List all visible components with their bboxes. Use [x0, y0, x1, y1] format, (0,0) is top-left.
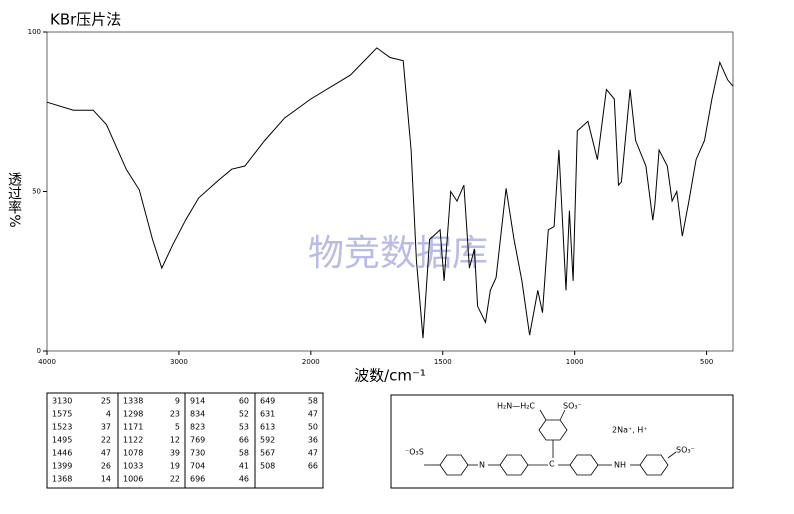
table-cell: 696: [190, 475, 205, 484]
table-cell: 22: [170, 475, 180, 484]
table-cell: 50: [308, 423, 318, 432]
table-cell: 613: [260, 423, 275, 432]
table-cell: 19: [170, 462, 180, 471]
table-cell: 58: [308, 397, 318, 406]
table-cell: 1446: [52, 449, 72, 458]
table-cell: 508: [260, 462, 275, 471]
table-cell: 834: [190, 410, 205, 419]
table-cell: 1338: [123, 397, 143, 406]
table-cell: 1298: [123, 410, 143, 419]
table-cell: 37: [101, 423, 111, 432]
table-cell: 47: [308, 410, 318, 419]
table-cell: 22: [101, 436, 111, 445]
table-cell: 25: [101, 397, 111, 406]
table-cell: 914: [190, 397, 205, 406]
y-axis-label: 透过率%: [6, 172, 22, 227]
spectrum-line: [46, 47, 734, 339]
table-cell: 39: [170, 449, 180, 458]
table-cell: 23: [170, 410, 180, 419]
table-cell: 58: [239, 449, 249, 458]
structure-drawing: [424, 409, 677, 476]
table-cell: 14: [101, 475, 111, 484]
structure-label: N: [479, 461, 485, 470]
table-cell: 36: [308, 436, 318, 445]
table-cell: 1495: [52, 436, 72, 445]
y-tick-label: 0: [37, 347, 41, 355]
table-cell: 704: [190, 462, 205, 471]
x-axis-label: 波数/cm⁻¹: [354, 367, 426, 385]
structure-label: NH: [614, 461, 626, 470]
table-cell: 46: [239, 475, 249, 484]
table-cell: 9: [175, 397, 180, 406]
table-cell: 1368: [52, 475, 72, 484]
table-cell: 60: [239, 397, 249, 406]
table-cell: 66: [308, 462, 318, 471]
x-tick-label: 2000: [302, 358, 320, 366]
table-cell: 47: [101, 449, 111, 458]
table-cell: 53: [239, 423, 249, 432]
y-tick-label: 50: [32, 188, 41, 196]
table-cell: 592: [260, 436, 275, 445]
table-cell: 1078: [123, 449, 143, 458]
structure-label: SO₃⁻: [563, 402, 582, 411]
plot-frame: [46, 31, 734, 352]
table-cell: 823: [190, 423, 205, 432]
structure-label: H₂N—H₂C: [497, 402, 535, 411]
table-cell: 12: [170, 436, 180, 445]
x-tick-label: 3000: [170, 358, 188, 366]
table-cell: 1575: [52, 410, 72, 419]
table-cell: 3130: [52, 397, 72, 406]
table-cell: 47: [308, 449, 318, 458]
table-cell: 649: [260, 397, 275, 406]
structure-label: 2Na⁺, H⁺: [612, 426, 648, 435]
table-cell: 1523: [52, 423, 72, 432]
table-cell: 567: [260, 449, 275, 458]
table-cell: 41: [239, 462, 249, 471]
x-tick-label: 500: [700, 358, 713, 366]
chart-title: KBr压片法: [50, 11, 121, 29]
structure-frame: [390, 394, 734, 489]
structure-label: C: [549, 460, 555, 469]
table-cell: 769: [190, 436, 205, 445]
table-cell: 66: [239, 436, 249, 445]
x-tick-label: 4000: [38, 358, 56, 366]
table-cell: 1122: [123, 436, 143, 445]
table-cell: 631: [260, 410, 275, 419]
table-cell: 1171: [123, 423, 143, 432]
structure-labels: H₂N—H₂C SO₃⁻ 2Na⁺, H⁺ ⁻O₃S N C NH SO₃⁻: [405, 402, 695, 470]
table-cell: 1006: [123, 475, 143, 484]
table-cell: 1399: [52, 462, 72, 471]
x-tick-label: 1000: [566, 358, 584, 366]
table-cell: 26: [101, 462, 111, 471]
table-cell: 5: [175, 423, 180, 432]
table-cell: 4: [106, 410, 111, 419]
x-tick-label: 1500: [434, 358, 452, 366]
table-cell: 52: [239, 410, 249, 419]
table-cell: 730: [190, 449, 205, 458]
y-tick-label: 100: [28, 28, 41, 36]
structure-label: SO₃⁻: [676, 446, 695, 455]
watermark: 物竞数据库: [308, 233, 488, 274]
structure-label: ⁻O₃S: [405, 448, 424, 457]
table-cell: 1033: [123, 462, 143, 471]
